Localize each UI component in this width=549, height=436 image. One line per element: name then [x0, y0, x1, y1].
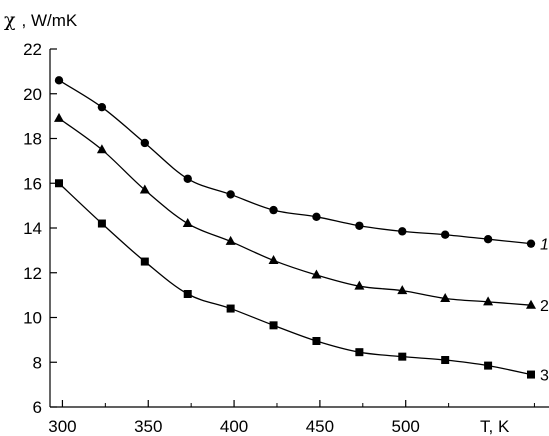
x-axis-title: T, K	[480, 417, 510, 436]
y-tick-label: 18	[23, 130, 42, 149]
data-point-3	[55, 179, 63, 188]
x-tick-label: 400	[220, 417, 248, 436]
series-label-3: 3	[540, 368, 549, 385]
series-label-1: 1	[540, 237, 549, 254]
data-point-3	[355, 348, 364, 357]
data-point-2	[483, 296, 494, 306]
y-tick-label: 10	[23, 309, 42, 328]
series-lines	[58, 79, 532, 376]
data-point-2	[96, 144, 107, 154]
data-point-2	[54, 112, 64, 122]
y-tick-label: 8	[33, 353, 42, 372]
series-line-3	[58, 182, 532, 376]
data-point-3	[140, 257, 149, 266]
data-point-1	[97, 102, 107, 112]
x-tick-label: 300	[48, 417, 76, 436]
data-point-3	[97, 219, 106, 228]
axes	[49, 49, 549, 408]
y-tick-label: 12	[23, 264, 42, 283]
y-axis-symbol: χ	[4, 9, 16, 31]
data-point-1	[398, 227, 407, 236]
data-point-1	[54, 76, 64, 85]
y-tick-label: 20	[23, 85, 42, 104]
data-point-3	[269, 321, 278, 330]
data-point-1	[183, 174, 192, 183]
data-point-2	[311, 269, 322, 279]
y-tick-label: 6	[33, 398, 42, 417]
data-point-3	[527, 370, 535, 379]
y-tick-label: 16	[23, 174, 42, 193]
data-point-2	[139, 184, 150, 194]
series-labels: 1 2 3	[540, 237, 549, 385]
data-point-1	[440, 230, 450, 239]
data-point-2	[182, 218, 193, 228]
data-point-2	[526, 299, 536, 309]
data-point-1	[483, 234, 493, 244]
x-tick-label: 350	[134, 417, 162, 436]
data-point-1	[312, 212, 321, 222]
series-markers	[54, 76, 536, 379]
data-point-1	[226, 190, 235, 199]
data-point-3	[183, 290, 192, 299]
x-tick-label: 450	[306, 417, 334, 436]
y-ticks: 6 8 10 12 14 16 18 20 22	[23, 40, 57, 417]
data-point-3	[484, 361, 493, 370]
x-ticks: 300 350 400 450 500	[48, 400, 535, 436]
data-point-2	[225, 235, 236, 245]
series-line-1	[58, 79, 532, 245]
data-point-1	[526, 239, 536, 248]
y-axis-unit: , W/mK	[22, 11, 78, 30]
data-point-1	[140, 138, 150, 148]
data-point-1	[355, 221, 364, 230]
data-point-2	[268, 254, 279, 264]
y-tick-label: 14	[23, 219, 42, 238]
data-point-2	[354, 280, 365, 290]
data-point-3	[312, 336, 321, 345]
data-point-3	[441, 356, 450, 365]
y-tick-label: 22	[23, 40, 42, 59]
data-point-3	[226, 304, 235, 313]
series-label-2: 2	[540, 298, 549, 315]
data-point-2	[397, 285, 408, 295]
x-tick-label: 500	[392, 417, 420, 436]
data-point-3	[398, 352, 407, 361]
data-point-2	[440, 292, 451, 302]
y-axis-title: χ , W/mK	[4, 9, 78, 31]
data-point-1	[269, 205, 278, 215]
series-line-2	[58, 117, 532, 306]
